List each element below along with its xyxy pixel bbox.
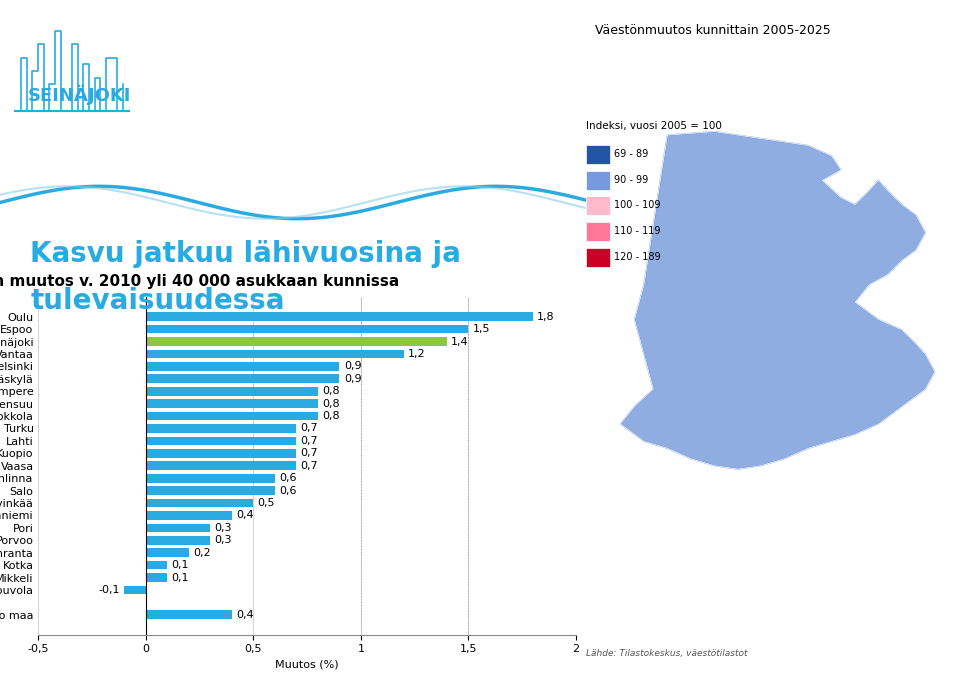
Bar [146, 449, 297, 458]
Text: 0,7: 0,7 [300, 461, 319, 470]
Text: Indeksi, vuosi 2005 = 100: Indeksi, vuosi 2005 = 100 [586, 122, 722, 132]
Text: 0,6: 0,6 [279, 485, 297, 495]
Polygon shape [620, 132, 935, 469]
Bar [146, 362, 340, 371]
Bar [146, 375, 340, 383]
Bar [146, 387, 318, 396]
Text: 0,4: 0,4 [236, 610, 253, 620]
Text: 0,8: 0,8 [323, 386, 340, 396]
Bar [146, 548, 189, 557]
X-axis label: Muutos (%): Muutos (%) [276, 659, 339, 670]
Text: 0,8: 0,8 [323, 399, 340, 408]
Text: 0,5: 0,5 [257, 498, 276, 508]
Text: 110 - 119: 110 - 119 [614, 226, 660, 236]
Bar [146, 462, 297, 470]
Text: 0,4: 0,4 [236, 510, 253, 520]
Text: 0,7: 0,7 [300, 448, 319, 458]
Bar [146, 437, 297, 446]
Bar [146, 313, 533, 321]
Text: 1,5: 1,5 [472, 324, 491, 334]
Bar [146, 511, 232, 520]
Bar [146, 561, 167, 570]
Text: Väestönmuutos kunnittain 2005-2025: Väestönmuutos kunnittain 2005-2025 [595, 24, 831, 36]
Bar [146, 412, 318, 421]
Text: 0,6: 0,6 [279, 473, 297, 483]
Bar [146, 424, 297, 433]
Text: 0,9: 0,9 [344, 361, 361, 371]
Text: 0,1: 0,1 [172, 560, 189, 570]
Text: Väkiluvun muutos v. 2010 yli 40 000 asukkaan kunnissa: Väkiluvun muutos v. 2010 yli 40 000 asuk… [0, 274, 399, 289]
Text: 0,9: 0,9 [344, 374, 361, 384]
Bar [146, 350, 404, 358]
Bar [146, 338, 447, 346]
Text: 0,8: 0,8 [323, 411, 340, 421]
Text: 90 - 99: 90 - 99 [614, 175, 649, 184]
Text: 120 - 189: 120 - 189 [614, 252, 661, 261]
Text: 1,8: 1,8 [538, 312, 555, 322]
Bar [125, 586, 146, 594]
Bar [146, 610, 232, 619]
Bar [146, 536, 210, 545]
Bar [146, 474, 275, 483]
Text: Lähde: Tilastokeskus, väestötilastot: Lähde: Tilastokeskus, väestötilastot [586, 649, 747, 658]
Text: 0,2: 0,2 [193, 547, 211, 558]
Text: 0,7: 0,7 [300, 436, 319, 446]
Bar [146, 573, 167, 582]
Text: 100 - 109: 100 - 109 [614, 200, 660, 210]
Text: 69 - 89: 69 - 89 [614, 149, 649, 159]
Text: 0,7: 0,7 [300, 423, 319, 433]
Text: 0,1: 0,1 [172, 572, 189, 583]
Bar [146, 400, 318, 408]
Bar [146, 524, 210, 532]
Text: Kasvu jatkuu lähivuosina ja: Kasvu jatkuu lähivuosina ja [31, 240, 461, 267]
Bar [146, 499, 253, 508]
Text: tulevaisuudessa: tulevaisuudessa [31, 287, 285, 315]
Text: 0,3: 0,3 [215, 535, 232, 545]
Text: SEINÄJOKI: SEINÄJOKI [28, 85, 132, 105]
Bar [146, 325, 468, 333]
Bar [146, 486, 275, 495]
Text: 0,3: 0,3 [215, 523, 232, 533]
Text: 1,2: 1,2 [408, 349, 426, 359]
Text: -0,1: -0,1 [99, 585, 120, 595]
Text: 1,4: 1,4 [451, 337, 468, 346]
